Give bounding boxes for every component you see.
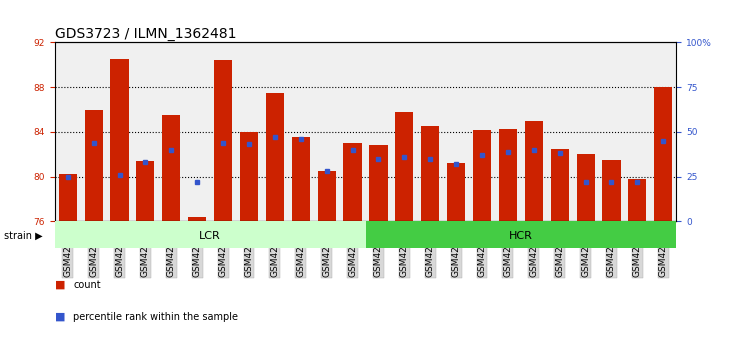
Text: ■: ■ [55,280,65,290]
Bar [58,174,77,221]
Bar [473,130,491,221]
Text: strain ▶: strain ▶ [4,231,42,241]
Bar [628,179,646,221]
Bar [292,137,310,221]
Bar [421,126,439,221]
Bar [85,109,103,221]
Bar [188,217,206,221]
Bar [110,59,129,221]
Bar [344,143,362,221]
Text: LCR: LCR [200,231,221,241]
Text: count: count [73,280,101,290]
Bar [447,163,465,221]
Bar [499,129,517,221]
Text: percentile rank within the sample: percentile rank within the sample [73,312,238,321]
Bar [214,60,232,221]
Bar [366,221,676,248]
Bar [137,161,154,221]
Text: GDS3723 / ILMN_1362481: GDS3723 / ILMN_1362481 [55,28,236,41]
Bar [162,115,181,221]
Bar [577,154,594,221]
Bar [395,112,414,221]
Bar [369,145,387,221]
Bar [55,221,366,248]
Bar [266,93,284,221]
Text: HCR: HCR [509,231,533,241]
Bar [317,171,336,221]
Bar [240,132,258,221]
Text: ■: ■ [55,312,65,321]
Bar [654,87,673,221]
Bar [550,149,569,221]
Bar [602,160,621,221]
Bar [525,121,543,221]
